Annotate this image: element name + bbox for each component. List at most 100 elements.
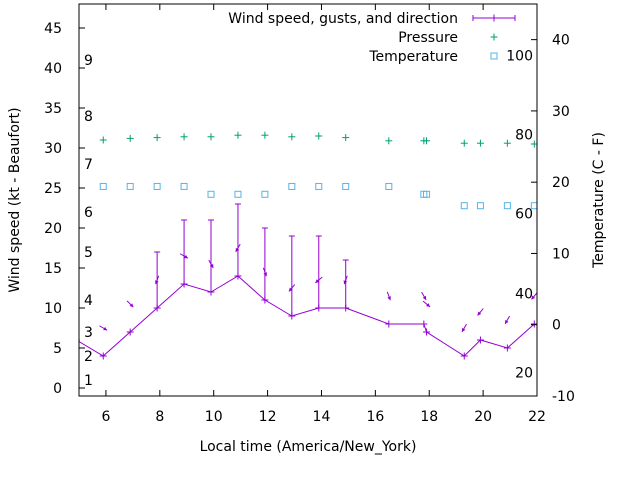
arrow-head: [263, 272, 268, 277]
wind-point: [99, 352, 107, 360]
legend: Wind speed, gusts, and direction Pressure…: [228, 11, 516, 65]
y-right-tick-label: 0: [552, 318, 561, 334]
y-left-tick-label: 10: [44, 301, 62, 317]
temperature-point: [315, 182, 323, 190]
legend-wind-marker: [490, 14, 498, 22]
beaufort-label: 1: [84, 373, 93, 389]
wind-direction-arrow: [531, 292, 537, 300]
wind-direction-arrow: [315, 276, 323, 284]
wind-point: [126, 328, 134, 336]
y-right-tick-label: 40: [552, 33, 570, 49]
x-tick-label: 22: [528, 409, 546, 425]
temperature-point: [503, 202, 511, 210]
y-right-tick-label: 10: [552, 246, 570, 262]
wind-point: [385, 320, 393, 328]
fahrenheit-label: 20: [515, 365, 533, 381]
y-axis-label-left: Wind speed (kt - Beaufort): [7, 107, 23, 292]
x-tick-label: 14: [313, 409, 331, 425]
axes: 6 8 10 12 14 16 18 20 22051015202530354045-10010…: [44, 3, 575, 425]
arrow-head: [183, 254, 188, 259]
fahrenheit-label: 60: [515, 207, 533, 223]
wind-direction-arrow: [386, 291, 391, 301]
wind-direction-arrow: [461, 323, 467, 333]
temperature-point: [234, 190, 242, 198]
arrow-head: [531, 295, 536, 300]
arrow-head: [387, 296, 391, 301]
wind-direction-arrow: [288, 284, 296, 292]
y-right-tick-label: 30: [552, 104, 570, 120]
arrow-head: [103, 326, 108, 331]
plot-frame: [78, 3, 538, 397]
pressure-point: [288, 133, 296, 141]
temperature-point: [99, 182, 107, 190]
beaufort-label: 7: [84, 157, 93, 173]
pressure-point: [261, 131, 269, 139]
y-left-tick-label: 40: [44, 61, 62, 77]
legend-temperature-marker: [490, 52, 498, 60]
arrow-head: [477, 311, 482, 316]
wind-direction-arrow: [99, 325, 108, 331]
arrow-head: [288, 287, 293, 292]
beaufort-label: 2: [84, 349, 93, 365]
wind-direction-arrow: [179, 253, 189, 259]
wind-direction-arrow: [154, 275, 160, 285]
temperature-point: [153, 182, 161, 190]
wind-direction-arrow: [421, 291, 427, 301]
pressure-point: [315, 132, 323, 140]
arrow-head: [343, 280, 348, 285]
y-left-tick-label: 20: [44, 221, 62, 237]
beaufort-label: 3: [84, 325, 93, 341]
legend-pressure-marker: [490, 33, 498, 41]
temperature-point: [288, 182, 296, 190]
wind-direction-arrow: [208, 259, 214, 269]
pressure-point: [180, 133, 188, 141]
pressure-point: [503, 139, 511, 147]
temperature-point: [460, 202, 468, 210]
wind-point: [476, 336, 484, 344]
temperature-point: [530, 202, 537, 210]
wind-speed-line: [79, 275, 537, 357]
y-left-tick-label: 25: [44, 181, 62, 197]
pressure-point: [99, 136, 107, 144]
y-left-tick-label: 0: [53, 381, 62, 397]
wind-direction-arrow: [235, 243, 241, 253]
arrow-head: [422, 295, 427, 300]
x-tick-label: 10: [205, 409, 223, 425]
wind-direction-arrow: [422, 300, 431, 308]
pressure-point: [476, 139, 484, 147]
beaufort-label: 8: [84, 109, 93, 125]
x-tick-label: 8: [155, 409, 164, 425]
pressure-point: [423, 137, 431, 145]
temperature-point: [385, 182, 393, 190]
temperature-point: [423, 190, 431, 198]
wind-point: [460, 352, 468, 360]
y-axis-label-right: Temperature (C - F): [591, 132, 607, 269]
x-tick-label: 16: [366, 409, 384, 425]
y-left-tick-label: 45: [44, 21, 62, 37]
beaufort-label: 5: [84, 245, 93, 261]
temperature-point: [342, 182, 350, 190]
beaufort-label: 9: [84, 53, 93, 69]
axis-labels: Local time (America/New_York) Wind speed…: [7, 107, 607, 455]
arrow-head: [235, 247, 240, 252]
legend-label: Temperature: [368, 49, 458, 65]
wind-direction-arrow: [504, 315, 511, 325]
y-left-tick-label: 35: [44, 101, 62, 117]
pressure-point: [126, 134, 134, 142]
wind-direction-arrow: [477, 308, 484, 316]
wind-direction-arrow: [126, 300, 134, 308]
temperature-point: [476, 202, 484, 210]
wind-point: [420, 320, 428, 328]
arrow-head: [209, 263, 214, 268]
temperature-point: [180, 182, 188, 190]
legend-label: Pressure: [398, 30, 458, 46]
temperature-point: [126, 182, 134, 190]
y-left-tick-label: 15: [44, 261, 62, 277]
wind-point: [423, 328, 431, 336]
arrow-head: [129, 303, 134, 308]
x-tick-label: 6: [101, 409, 110, 425]
y-right-tick-label: 20: [552, 175, 570, 191]
arrow-head: [462, 327, 466, 332]
plot-area: [79, 131, 537, 360]
pressure-point: [153, 134, 161, 142]
